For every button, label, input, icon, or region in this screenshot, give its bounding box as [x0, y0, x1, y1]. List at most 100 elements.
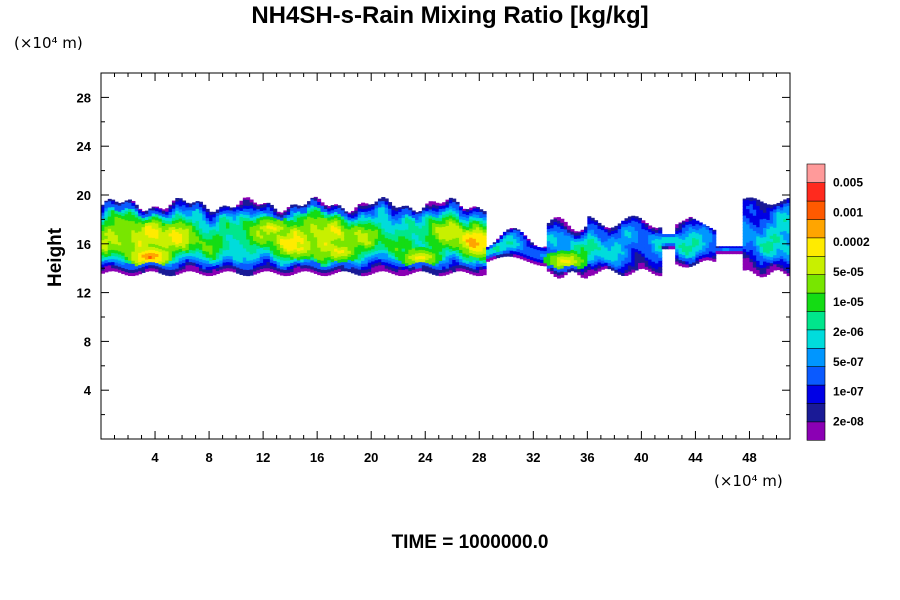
field-cell — [101, 218, 105, 222]
field-cell — [239, 207, 244, 211]
field-cell — [459, 218, 463, 223]
field-cell — [567, 268, 572, 273]
field-cell — [776, 205, 781, 210]
field-cell — [124, 268, 129, 273]
field-cell — [411, 229, 416, 234]
field-cell — [225, 231, 230, 235]
field-cell — [266, 228, 271, 232]
field-cell — [273, 223, 278, 228]
field-cell — [756, 199, 761, 203]
field-cell — [236, 236, 241, 241]
field-cell — [404, 253, 409, 258]
field-cell — [776, 208, 781, 213]
field-cell — [182, 231, 187, 236]
field-cell — [783, 260, 788, 265]
field-cell — [377, 249, 382, 254]
field-cell — [627, 271, 632, 275]
field-cell — [786, 263, 790, 267]
field-cell — [448, 242, 453, 246]
field-cell — [556, 244, 561, 249]
field-cell — [280, 238, 284, 242]
field-cell — [742, 254, 747, 259]
field-cell — [296, 232, 301, 236]
field-cell — [242, 244, 247, 249]
field-cell — [435, 202, 440, 206]
field-cell — [155, 262, 160, 267]
field-cell — [371, 205, 376, 210]
field-cell — [344, 225, 349, 229]
field-cell — [783, 230, 788, 235]
field-cell — [648, 243, 653, 248]
field-cell — [394, 210, 399, 215]
field-cell — [759, 203, 764, 208]
field-cell — [280, 268, 284, 273]
field-cell — [350, 251, 355, 256]
field-cell — [540, 247, 545, 251]
field-cell — [688, 235, 693, 240]
field-cell — [195, 238, 200, 243]
field-cell — [455, 234, 460, 238]
field-cell — [516, 239, 521, 243]
field-cell — [752, 260, 757, 265]
field-cell — [617, 240, 622, 245]
field-cell — [455, 206, 460, 211]
field-cell — [269, 268, 274, 272]
field-cell — [256, 226, 261, 231]
field-cell — [624, 269, 629, 273]
field-cell — [165, 247, 170, 252]
field-cell — [675, 245, 680, 250]
field-cell — [232, 235, 237, 239]
field-cell — [364, 253, 369, 258]
field-cell — [472, 210, 477, 215]
field-cell — [408, 224, 413, 229]
field-cell — [428, 263, 433, 268]
field-cell — [762, 254, 767, 259]
field-cell — [209, 257, 214, 261]
field-cell — [225, 209, 230, 214]
field-cell — [479, 235, 484, 240]
field-cell — [651, 267, 656, 271]
field-cell — [482, 234, 487, 239]
field-cell — [614, 238, 619, 243]
field-cell — [300, 219, 305, 223]
field-cell — [705, 235, 710, 239]
field-cell — [641, 237, 646, 242]
field-cell — [404, 271, 409, 276]
field-cell — [415, 222, 420, 227]
field-cell — [347, 234, 352, 239]
field-cell — [644, 254, 649, 258]
field-cell — [307, 201, 311, 205]
field-cell — [151, 228, 156, 232]
field-cell — [489, 250, 494, 255]
field-cell — [367, 240, 372, 245]
field-cell — [246, 235, 251, 240]
field-cell — [475, 217, 480, 222]
field-cell — [101, 209, 105, 213]
field-cell — [107, 219, 112, 223]
field-cell — [165, 259, 170, 264]
field-cell — [192, 216, 197, 220]
field-cell — [611, 230, 615, 235]
field-cell — [472, 213, 477, 218]
field-cell — [205, 241, 210, 246]
field-cell — [296, 259, 301, 264]
field-cell — [313, 236, 318, 241]
field-cell — [350, 217, 355, 222]
field-cell — [600, 253, 605, 258]
field-cell — [611, 254, 615, 259]
field-cell — [323, 211, 328, 216]
field-cell — [431, 207, 436, 211]
field-cell — [425, 256, 430, 261]
field-cell — [141, 257, 146, 261]
field-cell — [171, 217, 176, 221]
field-cell — [496, 254, 501, 259]
field-cell — [293, 248, 298, 253]
field-cell — [692, 237, 697, 242]
field-cell — [408, 230, 413, 235]
field-cell — [621, 244, 626, 249]
field-cell — [438, 208, 443, 213]
field-cell — [475, 244, 480, 249]
field-cell — [151, 231, 156, 235]
field-cell — [327, 207, 332, 212]
field-cell — [438, 220, 443, 225]
